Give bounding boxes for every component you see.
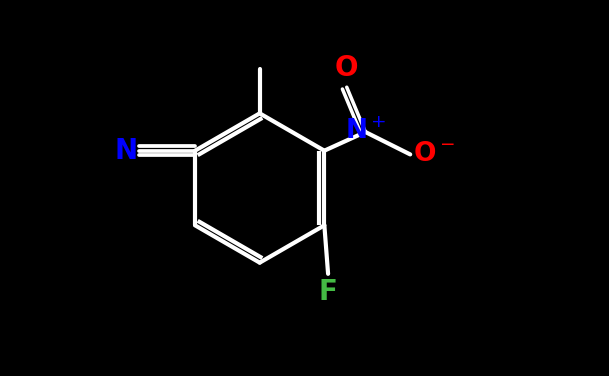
Text: N$^+$: N$^+$: [345, 119, 386, 145]
Text: F: F: [319, 277, 337, 306]
Text: O: O: [335, 54, 359, 82]
Text: N: N: [114, 137, 137, 165]
Text: O$^-$: O$^-$: [413, 141, 455, 167]
